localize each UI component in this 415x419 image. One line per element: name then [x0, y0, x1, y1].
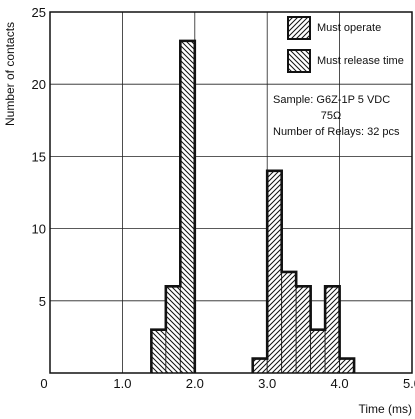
y-tick-label: 10	[32, 222, 46, 237]
annotation-sample: Sample: G6Z-1P 5 VDC	[273, 94, 390, 106]
bar-must-operate	[266, 170, 283, 374]
outline-must-release-time	[150, 39, 197, 373]
y-axis-label: Number of contacts	[3, 22, 17, 126]
x-tick-label: 0	[40, 376, 47, 391]
legend-swatch-must-release	[287, 49, 311, 73]
plot-frame	[49, 11, 413, 374]
x-axis-label: Time (ms)	[358, 402, 412, 416]
y-tick-label: 20	[32, 77, 46, 92]
y-tick-label: 15	[32, 149, 46, 164]
bar-must-operate	[339, 358, 355, 374]
bar-must-operate	[252, 358, 268, 374]
x-tick-label: 5.0	[403, 376, 415, 391]
y-tick-label: 5	[39, 294, 46, 309]
bar-must-operate	[295, 285, 312, 374]
histogram-bars	[150, 39, 356, 374]
outline-must-operate	[251, 169, 356, 373]
x-tick-label: 4.0	[331, 376, 349, 391]
annotation-relay-count: Number of Relays: 32 pcs	[273, 126, 400, 138]
bar-must-operate	[324, 285, 340, 374]
legend-label-must-release: Must release time	[317, 55, 404, 67]
legend-swatch-must-operate	[287, 16, 311, 40]
x-tick-label: 2.0	[186, 376, 204, 391]
bar-must-release-time	[179, 40, 196, 374]
x-tick-label: 1.0	[113, 376, 131, 391]
bar-must-operate	[281, 271, 297, 374]
y-tick-label: 25	[32, 5, 46, 20]
sample-annotation: Sample: G6Z-1P 5 VDC 75Ω Number of Relay…	[273, 94, 400, 138]
bar-must-operate	[310, 329, 326, 374]
annotation-resistance: 75Ω	[321, 110, 341, 122]
x-tick-label: 3.0	[258, 376, 276, 391]
legend: Must operate Must release time	[287, 16, 404, 73]
tick-labels: 0 1.0 2.0 3.0 4.0 5.0 5 10 15 20 25	[32, 5, 415, 391]
bar-must-release-time	[165, 285, 181, 374]
bar-must-release-time	[150, 329, 167, 374]
legend-label-must-operate: Must operate	[317, 22, 381, 34]
